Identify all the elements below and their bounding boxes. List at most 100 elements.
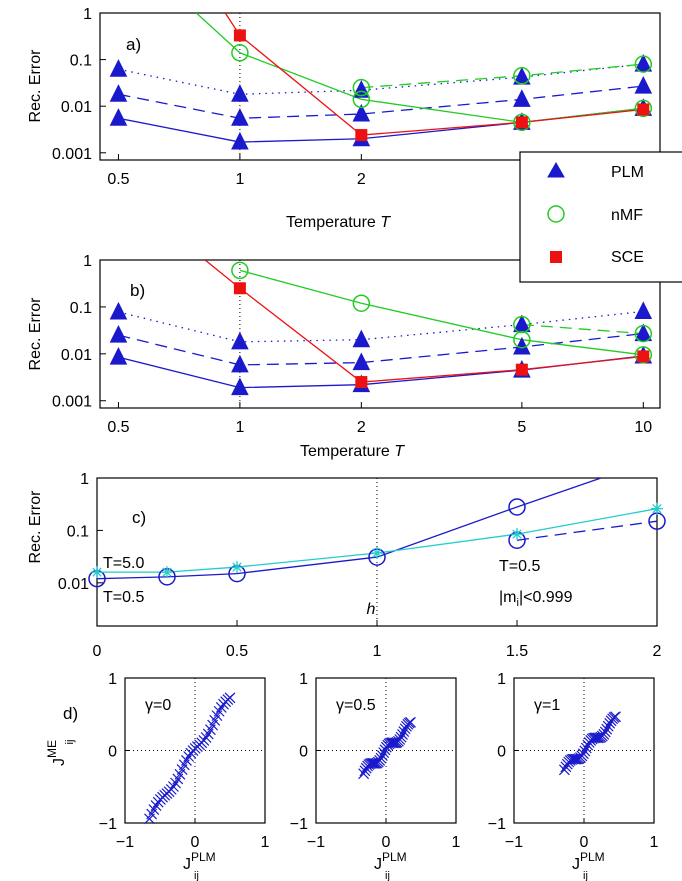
a-nmf-dashed-line bbox=[361, 63, 644, 89]
scatter-1-point-30 bbox=[398, 726, 410, 737]
scatter-xlabel-sub-0: ij bbox=[194, 870, 199, 881]
panel-a: 0.5 1 2 0.001 0.01 0.1 1 a) Rec. Error Tempera… bbox=[27, 6, 661, 231]
scatter-2-point-28-b bbox=[599, 726, 611, 738]
scatter-0-ytick-label-2: 1 bbox=[108, 671, 117, 688]
scatter-1-point-12 bbox=[374, 755, 386, 766]
a-sce-solid-point-1 bbox=[233, 29, 246, 42]
scatter-2-point-30-b bbox=[602, 720, 614, 732]
scatter-2-ytick-label-2: 1 bbox=[497, 671, 506, 688]
b-plm-dotted-point-4 bbox=[634, 301, 653, 319]
scatter-1-xtick-label-0: −1 bbox=[307, 834, 325, 851]
legend-plm-marker bbox=[547, 161, 565, 178]
scatter-gamma-label-2: γ=1 bbox=[534, 697, 560, 714]
scatter-1-point-21-b bbox=[386, 737, 398, 749]
scatter-0-point-37-b bbox=[224, 692, 236, 704]
scatter-2-xtick-label-0: −1 bbox=[505, 834, 523, 851]
annotation-t5: T=5.0 bbox=[103, 555, 144, 572]
b-ytick-label-2: 0.1 bbox=[70, 300, 92, 317]
scatter-1-point-13 bbox=[375, 752, 387, 764]
scatter-0-point-11-b bbox=[168, 781, 179, 792]
scatter-1-point-6 bbox=[366, 757, 378, 769]
scatter-2-point-27-b bbox=[598, 728, 610, 740]
scatter-1-point-27-b bbox=[394, 734, 406, 745]
legend-sce-marker bbox=[550, 251, 562, 263]
a-ytick-label-2: 0.1 bbox=[70, 53, 92, 70]
a-nmf-solid-point-1 bbox=[231, 44, 249, 62]
scatter-0-point-37 bbox=[224, 692, 236, 704]
panel-a-xlabel: Temperature T bbox=[286, 214, 391, 231]
b-plm-dashed-point-0 bbox=[109, 325, 128, 343]
c-series-1-line bbox=[516, 520, 657, 541]
b-nmf-solid-point-1 bbox=[352, 294, 371, 312]
scatter-1-ytick-label-0: −1 bbox=[290, 816, 308, 833]
b-nmf-dashed-point-0 bbox=[513, 315, 531, 334]
panel-d-label: d) bbox=[63, 704, 78, 723]
scatter-2-point-35-b bbox=[610, 711, 621, 723]
scatter-2-ytick-label-1: 0 bbox=[497, 744, 506, 761]
legend-box bbox=[519, 151, 682, 283]
c-series-0-point-4 bbox=[508, 498, 526, 516]
annotation-t05-right: T=0.5 bbox=[499, 558, 540, 575]
panel-d-ylabel-sub: ij bbox=[64, 740, 76, 745]
scatter-0-ytick-label-1: 0 bbox=[108, 744, 117, 761]
c-ytick-label-0: 0.01 bbox=[58, 576, 89, 593]
scatter-2-ytick-label-0: −1 bbox=[488, 816, 506, 833]
scatter-0-point-26-b bbox=[200, 732, 212, 743]
c-xtick-label-4: 2 bbox=[653, 643, 662, 660]
a-plm-solid-line bbox=[118, 107, 644, 143]
panel-b-ylabel: Rec. Error bbox=[27, 297, 44, 371]
scatter-xlabel-2: JPLM bbox=[572, 850, 605, 873]
panel-a-markers bbox=[109, 29, 653, 150]
a-plm-dashed-line bbox=[118, 85, 644, 119]
a-sce-solid-point-3 bbox=[515, 116, 528, 129]
legend-plm-label: PLM bbox=[611, 164, 644, 181]
scatter-1-point-35 bbox=[405, 716, 416, 728]
a-plm-dashed-point-2 bbox=[352, 103, 371, 122]
scatter-1-point-27 bbox=[394, 734, 406, 745]
b-plm-solid-point-0 bbox=[109, 347, 128, 365]
c-series-0-line bbox=[97, 478, 602, 580]
scatter-gamma-label-1: γ=0.5 bbox=[336, 697, 376, 714]
scatter-1-point-14 bbox=[376, 750, 388, 761]
b-sce-solid-point-3 bbox=[515, 363, 528, 376]
scatter-0-point-3 bbox=[150, 800, 162, 811]
scatter-2-point-22-b bbox=[591, 732, 602, 744]
scatter-2-point-27 bbox=[598, 728, 610, 740]
scatter-1-point-29-b bbox=[397, 729, 408, 740]
scatter-2-point-14 bbox=[579, 745, 591, 757]
b-plm-dotted-point-2 bbox=[352, 329, 371, 348]
b-nmf-solid-point-0 bbox=[231, 261, 249, 280]
scatter-1-xtick-label-1: 0 bbox=[382, 834, 391, 851]
b-plm-dotted-point-0 bbox=[109, 301, 128, 320]
scatter-2-point-30 bbox=[602, 720, 614, 732]
legend-nmf-marker bbox=[547, 205, 565, 223]
panel-b: 0.5 1 2 5 10 0.001 0.01 0.1 1 b) Rec. Error Temp… bbox=[27, 253, 661, 460]
b-nmf-solid-point-3 bbox=[634, 346, 653, 364]
c-xtick-label-1: 0.5 bbox=[226, 643, 248, 660]
c-series-2-line bbox=[97, 508, 657, 573]
scatter-gamma-label-0: γ=0 bbox=[145, 697, 171, 714]
c-series-2-point-5 bbox=[651, 502, 663, 515]
scatter-2-point-15-b bbox=[580, 742, 592, 754]
panel-c: 0 0.5 1 1.5 20.010.11 c) Rec. Error h T=5.0 … bbox=[27, 471, 666, 660]
a-xtick-label-1: 1 bbox=[235, 171, 244, 188]
scatter-2-point-29 bbox=[601, 723, 613, 735]
scatter-0-xtick-label-0: −1 bbox=[116, 834, 134, 851]
scatter-1-point-6-b bbox=[366, 757, 378, 769]
panel-a-ticks: 0.5 1 2 0.001 0.01 0.1 1 bbox=[52, 6, 366, 188]
panel-c-xlabel: h bbox=[367, 601, 376, 618]
panel-c-label: c) bbox=[132, 508, 146, 527]
a-nmf-solid-line bbox=[195, 13, 644, 124]
c-series-2-point-0-stroke-3 bbox=[92, 567, 102, 577]
b-nmf-dashed-line bbox=[521, 323, 644, 335]
scatter-2-point-22 bbox=[591, 732, 602, 744]
scatter-2-point-13-b bbox=[577, 748, 589, 760]
scatter-1-point-15 bbox=[378, 747, 390, 759]
scatter-0-xtick-label-1: 0 bbox=[191, 834, 200, 851]
scatter-xlabel-sub-2: ij bbox=[583, 870, 588, 881]
a-plm-solid-point-0 bbox=[109, 108, 128, 126]
